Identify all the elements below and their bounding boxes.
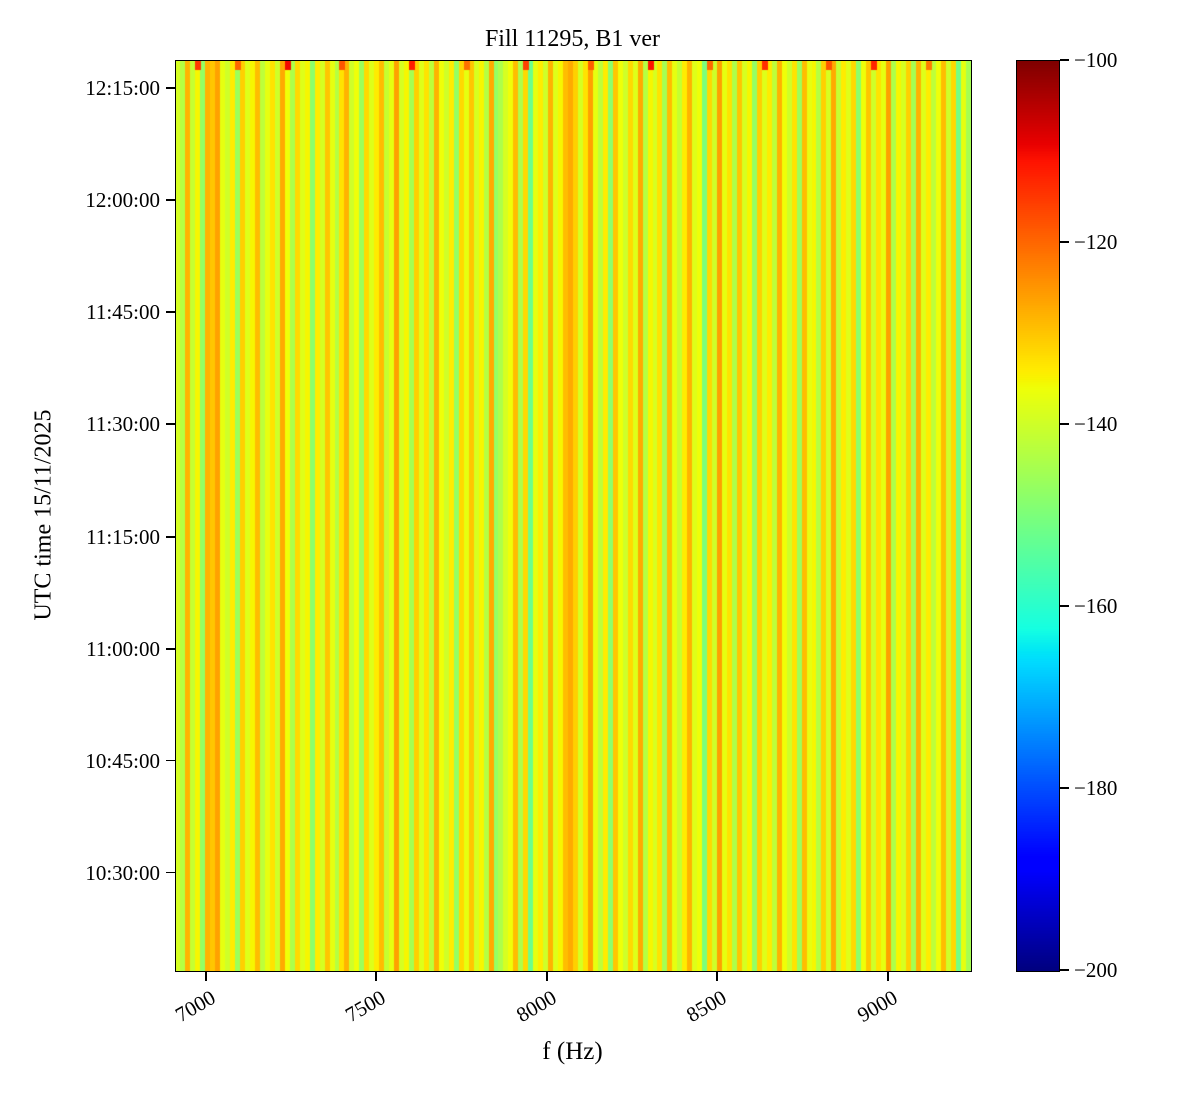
x-tick-mark — [716, 972, 718, 981]
x-tick-mark — [887, 972, 889, 981]
x-tick-mark — [205, 972, 207, 981]
x-tick-label: 8500 — [682, 985, 731, 1027]
colorbar-tick-label: −140 — [1074, 412, 1118, 436]
chart-title: Fill 11295, B1 ver — [484, 26, 661, 52]
colorbar-tick-mark — [1060, 605, 1069, 607]
y-tick-mark — [166, 759, 175, 762]
colorbar-tick-mark — [1060, 969, 1069, 971]
heatmap-plot-area — [175, 60, 972, 972]
colorbar-tick-label: −160 — [1074, 594, 1118, 618]
colorbar — [1016, 60, 1060, 972]
x-tick-label: 7000 — [171, 985, 220, 1027]
y-tick-mark — [166, 87, 175, 89]
colorbar-tick-label: −200 — [1074, 958, 1118, 982]
colorbar-tick-label: −100 — [1074, 48, 1118, 72]
y-tick-label: 12:00:00 — [85, 188, 160, 213]
colorbar-tick-mark — [1060, 59, 1069, 61]
colorbar-tick-mark — [1060, 241, 1069, 243]
x-tick-label: 9000 — [853, 985, 902, 1027]
x-axis-label: f (Hz) — [542, 1038, 603, 1065]
y-tick-mark — [166, 311, 175, 313]
x-tick-mark — [375, 972, 377, 981]
colorbar-tick-mark — [1060, 423, 1069, 425]
y-tick-mark — [166, 199, 175, 201]
colorbar-tick-label: −180 — [1074, 776, 1118, 800]
y-tick-label: 12:15:00 — [85, 76, 160, 101]
y-axis-label: UTC time 15/11/2025 — [30, 409, 57, 621]
y-tick-mark — [166, 871, 175, 874]
y-tick-label: 11:45:00 — [86, 300, 160, 325]
y-tick-mark — [166, 648, 175, 650]
heatmap-canvas — [176, 61, 971, 971]
y-tick-label: 11:30:00 — [86, 412, 160, 436]
y-tick-mark — [166, 536, 175, 538]
y-tick-label: 10:45:00 — [85, 748, 160, 773]
y-tick-mark — [166, 423, 175, 425]
x-tick-mark — [546, 972, 548, 981]
y-tick-label: 11:15:00 — [86, 524, 160, 549]
colorbar-tick-label: −120 — [1074, 230, 1118, 254]
y-tick-label: 10:30:00 — [85, 860, 160, 885]
x-tick-label: 8000 — [512, 985, 561, 1027]
colorbar-tick-mark — [1060, 787, 1069, 789]
x-tick-label: 7500 — [341, 985, 390, 1027]
colorbar-canvas — [1017, 61, 1059, 971]
y-tick-label: 11:00:00 — [86, 636, 160, 661]
